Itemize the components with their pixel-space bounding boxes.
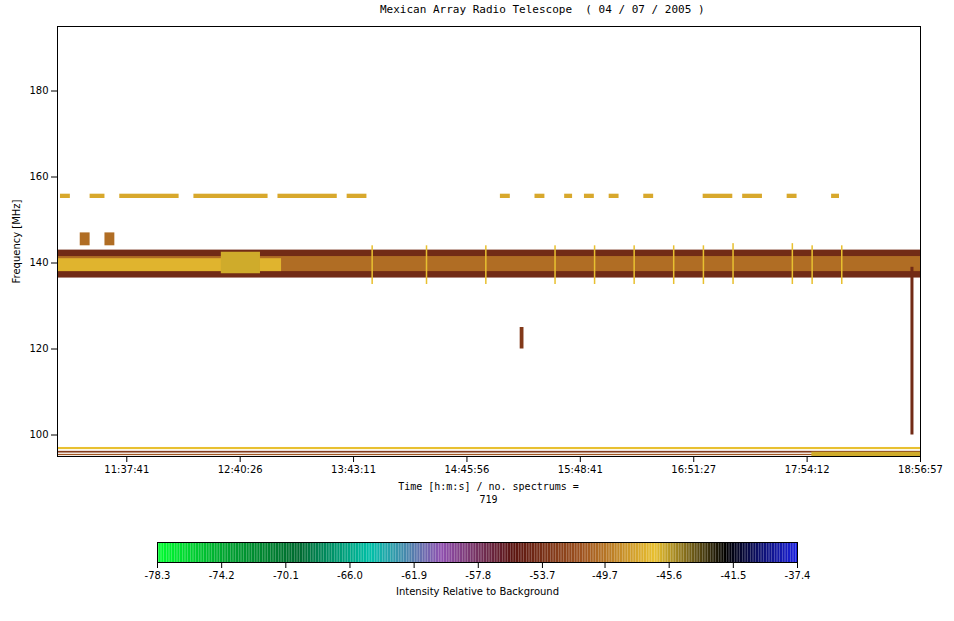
svg-text:16:51:27: 16:51:27 (671, 464, 716, 475)
html-text:Mexican Array Radio Telescope: Mexican Array Radio Telescope ( 04 / 07 … (380, 3, 705, 16)
svg-text:12:40:26: 12:40:26 (218, 464, 263, 475)
svg-text:17:54:12: 17:54:12 (785, 464, 830, 475)
svg-text:120: 120 (29, 343, 48, 354)
svg-text:-53.7: -53.7 (530, 570, 556, 581)
svg-text:13:43:11: 13:43:11 (331, 464, 376, 475)
svg-text:-45.6: -45.6 (656, 570, 682, 581)
svg-text:15:48:41: 15:48:41 (558, 464, 603, 475)
svg-text:-41.5: -41.5 (720, 570, 746, 581)
svg-text:-61.9: -61.9 (401, 570, 427, 581)
svg-text:140: 140 (29, 257, 48, 268)
svg-text:14:45:56: 14:45:56 (444, 464, 489, 475)
svg-text:180: 180 (29, 85, 48, 96)
svg-text:-74.2: -74.2 (209, 570, 235, 581)
svg-text:18:56:57: 18:56:57 (898, 464, 943, 475)
svg-text:-49.7: -49.7 (592, 570, 618, 581)
html-text:Time [h:m:s] / no. spectrums =: Time [h:m:s] / no. spectrums = (398, 481, 579, 492)
svg-text:100: 100 (29, 429, 48, 440)
svg-text:-37.4: -37.4 (785, 570, 811, 581)
svg-text:Intensity Relative to Backgrou: Intensity Relative to Background (396, 586, 559, 597)
svg-text:160: 160 (29, 171, 48, 182)
html-text:719: 719 (479, 494, 498, 505)
svg-text:11:37:41: 11:37:41 (104, 464, 149, 475)
svg-text:-78.3: -78.3 (145, 570, 171, 581)
svg-text:-57.8: -57.8 (465, 570, 491, 581)
svg-text:Frequency [MHz]: Frequency [MHz] (11, 199, 22, 283)
svg-text:-70.1: -70.1 (273, 570, 299, 581)
svg-text:-66.0: -66.0 (337, 570, 363, 581)
